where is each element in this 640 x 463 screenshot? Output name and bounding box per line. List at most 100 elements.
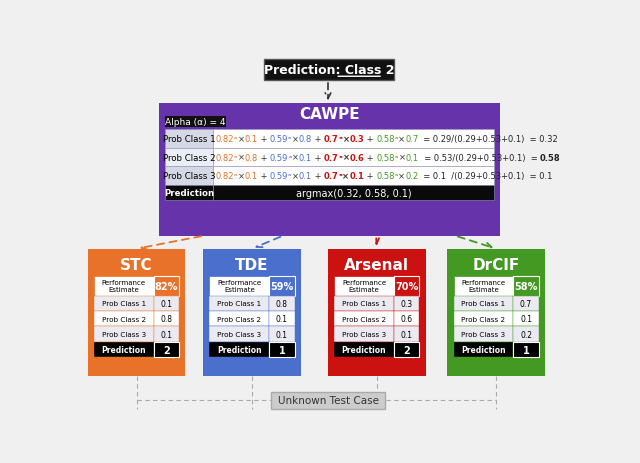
Bar	[269, 276, 294, 296]
Bar	[269, 312, 294, 327]
Text: = 0.1  /(0.29+0.53+0.1)  = 0.1: = 0.1 /(0.29+0.53+0.1) = 0.1	[419, 172, 553, 181]
Bar	[454, 312, 513, 327]
Text: Prob Class 1: Prob Class 1	[342, 301, 386, 307]
Text: Prediction: Prediction	[217, 345, 262, 354]
Bar	[513, 312, 539, 327]
Bar	[165, 149, 213, 167]
Text: 0.7: 0.7	[520, 299, 532, 308]
Text: ×: ×	[237, 172, 244, 181]
Bar	[154, 312, 179, 327]
Text: 0.1: 0.1	[298, 172, 312, 181]
Bar	[204, 249, 301, 376]
Text: 0.58: 0.58	[376, 172, 395, 181]
Bar	[394, 312, 419, 327]
Text: 0.2: 0.2	[405, 172, 419, 181]
Text: +: +	[258, 153, 270, 162]
Text: Prediction: Prediction	[342, 345, 387, 354]
Text: ᵃ: ᵃ	[288, 135, 291, 144]
Bar	[454, 276, 513, 296]
Text: ×: ×	[292, 153, 299, 162]
Text: 0.58: 0.58	[376, 135, 395, 144]
Text: ×: ×	[291, 172, 298, 181]
Text: DrCIF: DrCIF	[472, 257, 520, 272]
Bar	[328, 249, 426, 376]
Text: Prob Class 2: Prob Class 2	[163, 153, 216, 162]
Text: ᵃ: ᵃ	[339, 153, 342, 162]
Bar	[334, 327, 394, 342]
Text: Prob Class 2: Prob Class 2	[461, 316, 506, 322]
Text: 0.1: 0.1	[244, 135, 258, 144]
Text: 0.8: 0.8	[276, 299, 288, 308]
Text: 0.2: 0.2	[520, 330, 532, 339]
Bar	[165, 117, 226, 128]
Text: Prediction: Prediction	[461, 345, 506, 354]
Text: 1: 1	[523, 345, 529, 355]
Text: +: +	[364, 153, 376, 162]
Bar	[94, 342, 154, 357]
Bar	[165, 167, 213, 185]
Text: TDE: TDE	[236, 257, 269, 272]
Text: 58%: 58%	[515, 281, 538, 291]
Bar	[454, 327, 513, 342]
Text: Prob Class 3: Prob Class 3	[461, 332, 506, 338]
Bar	[154, 342, 179, 357]
Bar	[394, 276, 419, 296]
Bar	[209, 296, 269, 312]
Bar	[154, 327, 179, 342]
Text: 70%: 70%	[395, 281, 419, 291]
Bar	[394, 296, 419, 312]
Text: = 0.53/(0.29+0.53+0.1)  =: = 0.53/(0.29+0.53+0.1) =	[419, 153, 540, 162]
Text: 0.8: 0.8	[161, 315, 172, 324]
Bar	[394, 342, 419, 357]
Text: = 0.29/(0.29+0.53+0.1)  = 0.32: = 0.29/(0.29+0.53+0.1) = 0.32	[419, 135, 558, 144]
Text: +: +	[364, 135, 376, 144]
Text: 0.6: 0.6	[349, 153, 364, 162]
Text: 0.1: 0.1	[161, 330, 172, 339]
Text: ᵃ: ᵃ	[395, 153, 398, 162]
Text: ×: ×	[291, 135, 298, 144]
Text: ×: ×	[398, 135, 405, 144]
Text: 0.1: 0.1	[299, 153, 312, 162]
Bar	[334, 276, 394, 296]
Text: 0.7: 0.7	[324, 135, 339, 144]
Text: +: +	[312, 172, 324, 181]
Bar	[94, 276, 154, 296]
Bar	[165, 185, 213, 201]
Text: 0.59: 0.59	[269, 135, 288, 144]
Text: Performance
Estimate: Performance Estimate	[217, 280, 261, 293]
Bar	[94, 312, 154, 327]
Text: ×: ×	[398, 153, 405, 162]
Bar	[334, 342, 394, 357]
Text: Prob Class 2: Prob Class 2	[342, 316, 386, 322]
Text: 2: 2	[163, 345, 170, 355]
Text: ᵃ: ᵃ	[395, 172, 398, 181]
Bar	[513, 276, 539, 296]
Bar	[154, 296, 179, 312]
Text: STC: STC	[120, 257, 153, 272]
Bar	[209, 342, 269, 357]
Bar	[209, 312, 269, 327]
Bar	[454, 342, 513, 357]
Text: Prob Class 1: Prob Class 1	[102, 301, 146, 307]
Bar	[269, 342, 294, 357]
Text: 0.8: 0.8	[244, 153, 258, 162]
Text: 0.1: 0.1	[405, 153, 419, 162]
Text: Performance
Estimate: Performance Estimate	[102, 280, 146, 293]
Text: 0.1: 0.1	[276, 330, 288, 339]
Text: 0.1: 0.1	[520, 315, 532, 324]
Text: Prob Class 1: Prob Class 1	[461, 301, 506, 307]
Bar	[271, 392, 385, 409]
Text: +: +	[258, 172, 269, 181]
Text: ×: ×	[237, 135, 244, 144]
Text: ×: ×	[342, 153, 349, 162]
Text: 0.59: 0.59	[269, 172, 288, 181]
Bar	[513, 327, 539, 342]
Bar	[88, 249, 186, 376]
Text: Prediction: Class 2: Prediction: Class 2	[264, 64, 394, 77]
Text: +: +	[364, 172, 376, 181]
Bar	[213, 149, 494, 167]
Bar	[154, 276, 179, 296]
Text: 2: 2	[403, 345, 410, 355]
Bar	[264, 59, 394, 81]
Bar	[269, 296, 294, 312]
